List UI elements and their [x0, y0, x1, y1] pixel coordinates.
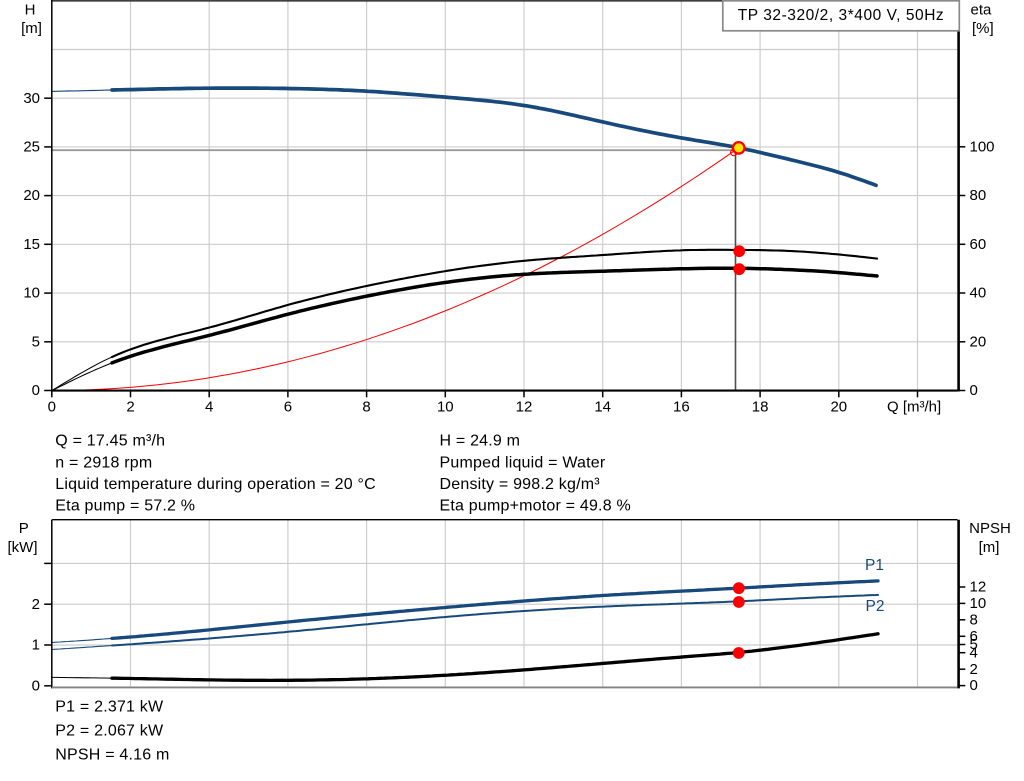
svg-text:14: 14	[594, 399, 611, 416]
svg-text:20: 20	[23, 187, 40, 204]
svg-text:2: 2	[126, 399, 134, 416]
svg-text:Q = 17.45 m³/h: Q = 17.45 m³/h	[55, 433, 165, 450]
svg-text:0: 0	[32, 677, 40, 694]
svg-text:Density = 998.2 kg/m³: Density = 998.2 kg/m³	[440, 476, 601, 493]
svg-text:Eta pump+motor = 49.8 %: Eta pump+motor = 49.8 %	[440, 498, 631, 515]
svg-text:2: 2	[970, 661, 978, 678]
svg-text:30: 30	[23, 90, 40, 107]
svg-text:n = 2918 rpm: n = 2918 rpm	[55, 454, 152, 471]
svg-text:16: 16	[673, 399, 690, 416]
svg-text:NPSH: NPSH	[969, 520, 1011, 537]
svg-text:18: 18	[752, 399, 769, 416]
svg-text:P: P	[19, 520, 29, 537]
svg-text:[kW]: [kW]	[8, 539, 38, 556]
svg-text:60: 60	[970, 236, 987, 253]
svg-text:80: 80	[970, 187, 987, 204]
svg-text:TP 32-320/2, 3*400 V, 50Hz: TP 32-320/2, 3*400 V, 50Hz	[738, 7, 944, 24]
svg-text:40: 40	[970, 285, 987, 302]
svg-text:[m]: [m]	[21, 20, 42, 37]
svg-text:[m]: [m]	[979, 539, 1000, 556]
svg-text:0: 0	[32, 382, 40, 399]
svg-text:15: 15	[23, 236, 40, 253]
svg-text:6: 6	[970, 628, 978, 645]
svg-text:5: 5	[32, 333, 40, 350]
svg-text:P2: P2	[866, 598, 885, 615]
svg-text:12: 12	[970, 579, 987, 596]
svg-text:25: 25	[23, 139, 40, 156]
svg-text:[%]: [%]	[972, 20, 994, 37]
svg-text:eta: eta	[971, 2, 993, 19]
svg-text:P1: P1	[865, 557, 884, 574]
svg-text:1: 1	[32, 637, 40, 654]
svg-text:10: 10	[970, 595, 987, 612]
svg-text:P2 = 2.067 kW: P2 = 2.067 kW	[55, 723, 164, 740]
svg-text:P1 = 2.371 kW: P1 = 2.371 kW	[55, 699, 164, 716]
svg-text:NPSH = 4.16 m: NPSH = 4.16 m	[55, 747, 169, 764]
svg-text:H: H	[25, 2, 36, 19]
svg-text:Q [m³/h]: Q [m³/h]	[887, 399, 941, 416]
svg-text:8: 8	[362, 399, 370, 416]
svg-text:0: 0	[970, 677, 978, 694]
svg-text:6: 6	[284, 399, 292, 416]
svg-text:8: 8	[970, 611, 978, 628]
svg-text:Eta pump = 57.2 %: Eta pump = 57.2 %	[55, 498, 195, 515]
svg-text:4: 4	[970, 644, 978, 661]
svg-text:H = 24.9 m: H = 24.9 m	[440, 433, 521, 450]
svg-text:100: 100	[970, 138, 995, 155]
svg-text:20: 20	[830, 399, 847, 416]
svg-text:4: 4	[205, 399, 213, 416]
svg-text:20: 20	[970, 333, 987, 350]
svg-text:10: 10	[23, 285, 40, 302]
svg-text:0: 0	[48, 399, 56, 416]
svg-text:Liquid temperature during oper: Liquid temperature during operation = 20…	[55, 476, 376, 493]
svg-text:Pumped liquid = Water: Pumped liquid = Water	[440, 454, 606, 471]
svg-text:0: 0	[970, 382, 978, 399]
svg-text:10: 10	[437, 399, 454, 416]
svg-text:12: 12	[516, 399, 533, 416]
svg-text:2: 2	[32, 596, 40, 613]
svg-text:5: 5	[970, 636, 978, 653]
